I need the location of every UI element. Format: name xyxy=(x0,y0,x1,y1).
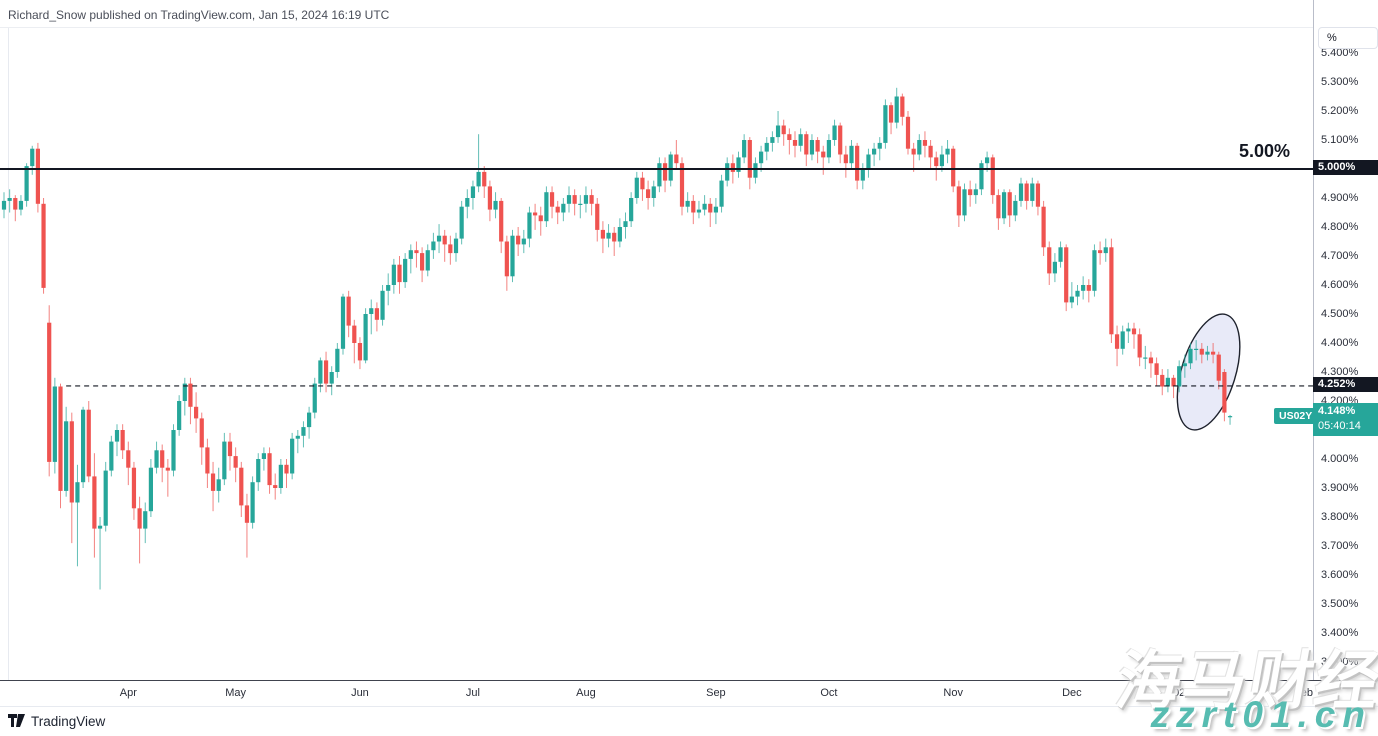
five-percent-annotation: 5.00% xyxy=(1238,141,1290,161)
last-price-label: 4.148% 05:40:14 xyxy=(1313,403,1378,436)
price-tick-label: 4.700% xyxy=(1321,249,1359,262)
price-tick-label: 4.000% xyxy=(1321,452,1359,465)
chart-left-border xyxy=(8,28,9,680)
price-axis[interactable]: 5.400% 5.300% 5.200% 5.100% 5.000% 4.900% 4.80… xyxy=(1313,0,1378,680)
last-price-value: 4.148% xyxy=(1318,405,1356,417)
time-tick-label: Jul xyxy=(465,687,480,699)
price-tick-label: 3.300% xyxy=(1321,655,1359,668)
time-tick-label: Apr xyxy=(119,687,137,699)
bar-countdown: 05:40:14 xyxy=(1318,420,1361,432)
price-tick-label: 3.700% xyxy=(1321,539,1359,552)
time-tick-label: Feb xyxy=(1294,687,1313,699)
price-tick-label: 5.200% xyxy=(1321,104,1359,117)
price-tick-label: 3.800% xyxy=(1321,510,1359,523)
price-tick-label: 5.300% xyxy=(1321,75,1359,88)
price-tick-label: 5.400% xyxy=(1321,46,1359,59)
time-tick-label: Aug xyxy=(576,687,596,699)
time-tick-label: 2024 xyxy=(1166,687,1192,699)
price-tick-label: 4.300% xyxy=(1321,365,1359,378)
symbol-badge: US02Y xyxy=(1274,408,1318,424)
footer-bar: TradingView xyxy=(0,706,1378,735)
time-tick-label: Oct xyxy=(820,687,838,699)
price-tick-label: 3.600% xyxy=(1321,568,1359,581)
price-tick-label: 4.600% xyxy=(1321,278,1359,291)
header-divider xyxy=(0,27,1378,28)
price-tick-label: 3.400% xyxy=(1321,626,1359,639)
price-tick-label: 4.900% xyxy=(1321,191,1359,204)
price-tick-label: 4.800% xyxy=(1321,220,1359,233)
time-tick-label: Nov xyxy=(943,687,963,699)
price-label-4252: 4.252% xyxy=(1313,377,1378,392)
price-tick-label: 4.500% xyxy=(1321,307,1359,320)
tradingview-logo-icon[interactable] xyxy=(8,714,25,728)
time-tick-label: Dec xyxy=(1062,687,1082,699)
price-tick-label: 4.400% xyxy=(1321,336,1359,349)
attribution-text: Richard_Snow published on TradingView.co… xyxy=(8,8,390,22)
price-tick-label: 5.100% xyxy=(1321,133,1359,146)
price-tick-label: 3.900% xyxy=(1321,481,1359,494)
percent-scale-button[interactable]: % xyxy=(1318,27,1378,49)
time-tick-label: Jun xyxy=(351,687,369,699)
time-axis[interactable]: Apr May Jun Jul Aug Sep Oct Nov Dec 2024 Feb xyxy=(0,680,1378,707)
time-tick-label: Sep xyxy=(706,687,726,699)
time-tick-label: May xyxy=(225,687,247,699)
price-tick-label: 3.500% xyxy=(1321,597,1359,610)
percent-icon: % xyxy=(1327,32,1337,44)
price-label-5000: 5.000% xyxy=(1313,160,1378,175)
tradingview-brand-text[interactable]: TradingView xyxy=(31,713,106,729)
